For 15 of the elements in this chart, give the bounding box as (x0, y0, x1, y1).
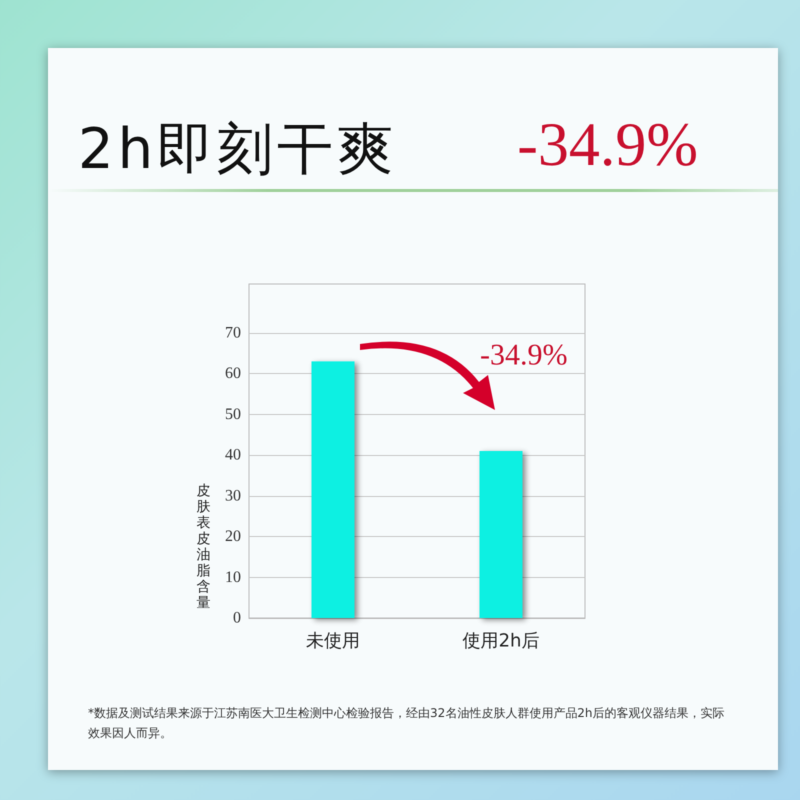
y-tick-label: 50 (225, 406, 241, 423)
y-tick-label: 40 (225, 446, 241, 464)
x-tick-label: 未使用 (306, 630, 360, 652)
y-tick-label: 10 (225, 568, 241, 586)
text: -34.9% (517, 110, 698, 181)
y-tick-label: 60 (225, 365, 241, 382)
y-axis-title: 皮肤表皮油脂含量 (196, 483, 211, 611)
y-tick-label: 0 (233, 610, 241, 626)
y-tick-label: 70 (225, 324, 241, 342)
text: *数据及测试结果来源于江苏南医大卫生检测中心检验报告，经由32名油性皮肤人群使用产品2h后的客观仪器结果，实际效果因人而异。 (88, 705, 726, 742)
y-tick-label: 20 (225, 528, 241, 546)
chart-title: 2h即刻干爽 (78, 116, 398, 184)
y-tick-label: 30 (225, 487, 241, 504)
x-tick-label: 使用2h后 (462, 630, 540, 652)
annotation: -34.9% (480, 338, 568, 372)
